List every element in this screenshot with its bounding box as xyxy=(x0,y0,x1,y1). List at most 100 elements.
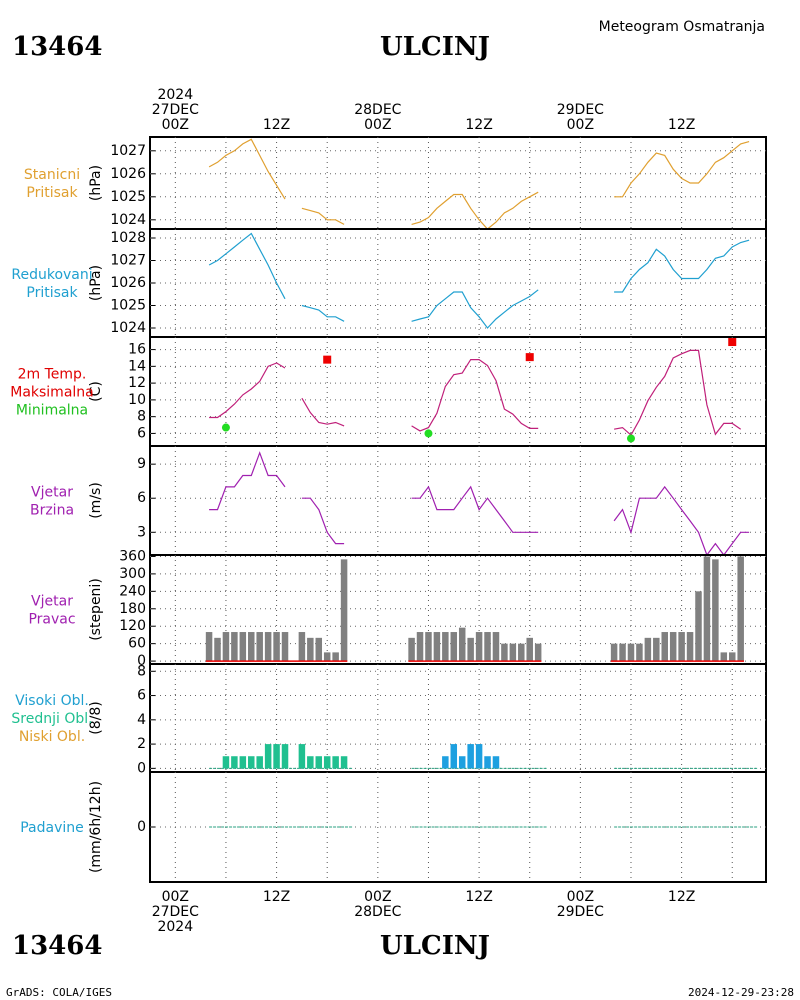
series-line xyxy=(411,485,539,533)
wind-direction-bar xyxy=(416,632,424,662)
wind-direction-bar xyxy=(442,632,449,662)
panel-frame xyxy=(149,445,767,556)
series-line xyxy=(614,239,750,293)
time-axis-label: 12Z xyxy=(465,889,492,905)
time-axis-label: 29DEC xyxy=(557,102,604,118)
y-axis-label: (hPa) xyxy=(88,165,104,201)
panel-station_pressure: 1024 1025 1026 1027 (hPa) Stanicni Pritisak xyxy=(24,136,767,230)
y-axis-label: (m/s) xyxy=(88,482,104,519)
tmin-marker xyxy=(626,434,635,443)
time-axis-label: 2024 xyxy=(157,87,193,103)
cloud-cover-bar xyxy=(475,744,483,769)
cloud-cover-bar xyxy=(273,744,280,769)
y-tick-label: 180 xyxy=(119,601,146,617)
wind-direction-bar xyxy=(610,643,618,662)
wind-direction-bar xyxy=(205,632,213,662)
panel-title-line: Vjetar xyxy=(31,485,73,501)
station-name-top: ULCINJ xyxy=(380,32,490,62)
wind-direction-bar xyxy=(256,632,263,662)
wind-direction-bar xyxy=(273,632,280,662)
series-line xyxy=(614,141,750,198)
wind-direction-bar xyxy=(703,556,711,662)
wind-direction-bar xyxy=(307,637,314,662)
wind-direction-bar xyxy=(686,632,694,662)
y-axis-label: (stepeni) xyxy=(88,578,104,641)
y-tick-label: 8 xyxy=(137,663,146,679)
time-axis-label: 27DEC xyxy=(152,102,199,118)
series-line xyxy=(208,232,286,300)
wind-direction-bar xyxy=(458,627,466,662)
y-tick-label: 300 xyxy=(119,566,146,582)
timestamp-text: 2024-12-29-23:28 xyxy=(688,986,794,999)
series-line xyxy=(301,207,345,225)
panel-title-line: Redukovani xyxy=(11,267,92,283)
wind-direction-bar xyxy=(433,632,441,662)
panel-title-line: Brzina xyxy=(30,503,74,519)
y-tick-label: 14 xyxy=(128,358,146,374)
panel-title-line: 2m Temp. xyxy=(18,367,87,383)
cloud-cover-bar xyxy=(298,744,306,769)
y-tick-label: 0 xyxy=(137,819,146,835)
wind-direction-bar xyxy=(669,632,677,662)
cloud-cover-bar xyxy=(256,756,263,769)
y-axis-label: (hPa) xyxy=(88,265,104,301)
wind-direction-bar xyxy=(712,559,719,662)
wind-direction-bar xyxy=(264,632,272,662)
credit-text: GrADS: COLA/IGES xyxy=(6,986,112,999)
wind-direction-bar xyxy=(728,652,736,662)
series-line xyxy=(613,349,742,437)
y-tick-label: 6 xyxy=(137,490,146,506)
cloud-cover-bar xyxy=(315,756,323,769)
time-axis-label: 12Z xyxy=(668,117,695,133)
panel-title-line: Niski Obl. xyxy=(19,729,85,745)
panel-title-line: Stanicni xyxy=(24,167,80,183)
wind-direction-bar xyxy=(653,637,660,662)
y-tick-label: 1025 xyxy=(110,298,146,314)
time-axis-label: 28DEC xyxy=(354,904,401,920)
wind-direction-bar xyxy=(509,643,517,662)
wind-direction-bar xyxy=(467,637,474,662)
wind-direction-bar xyxy=(450,632,458,662)
cloud-cover-bar xyxy=(484,756,491,769)
panel-title-line: Padavine xyxy=(20,820,84,836)
panel-frame xyxy=(149,336,767,447)
wind-direction-bar xyxy=(501,643,508,662)
time-axis-label: 00Z xyxy=(567,117,594,133)
panel-title-line: Pritisak xyxy=(26,185,78,201)
cloud-cover-bar xyxy=(239,756,247,769)
y-tick-label: 1024 xyxy=(110,320,146,336)
y-tick-label: 1026 xyxy=(110,166,146,182)
y-tick-label: 8 xyxy=(137,409,146,425)
series-line xyxy=(209,451,286,511)
y-axis-label: (8/8) xyxy=(88,701,104,734)
y-tick-label: 10 xyxy=(128,392,146,408)
wind-direction-bar xyxy=(239,632,247,662)
y-tick-label: 60 xyxy=(128,636,146,652)
wind-direction-bar xyxy=(695,591,702,662)
station-id-bottom: 13464 xyxy=(12,931,102,961)
y-axis-label: (C) xyxy=(88,381,104,402)
wind-direction-bar xyxy=(518,643,525,662)
wind-direction-bar xyxy=(475,632,483,662)
wind-direction-bar xyxy=(492,632,500,662)
panel-title-line: Minimalna xyxy=(16,403,88,419)
wind-direction-bar xyxy=(678,632,685,662)
series-line xyxy=(411,359,539,432)
series-line xyxy=(613,485,750,557)
tmax-marker xyxy=(323,355,332,364)
y-tick-label: 1026 xyxy=(110,275,146,291)
wind-direction-bar xyxy=(484,632,491,662)
panels: 1024102510261027(hPa)StanicniPritisak102… xyxy=(10,136,767,883)
y-tick-label: 2 xyxy=(137,736,146,752)
y-tick-label: 120 xyxy=(119,618,146,634)
y-tick-label: 0 xyxy=(137,760,146,776)
panel-frame xyxy=(149,663,767,773)
y-tick-label: 1025 xyxy=(110,189,146,205)
cloud-cover-bar xyxy=(442,756,449,769)
cloud-cover-bar xyxy=(231,756,238,769)
wind-direction-bar xyxy=(619,643,626,662)
wind-direction-bar xyxy=(425,632,432,662)
wind-direction-bar xyxy=(298,632,306,662)
series-line xyxy=(301,397,345,427)
